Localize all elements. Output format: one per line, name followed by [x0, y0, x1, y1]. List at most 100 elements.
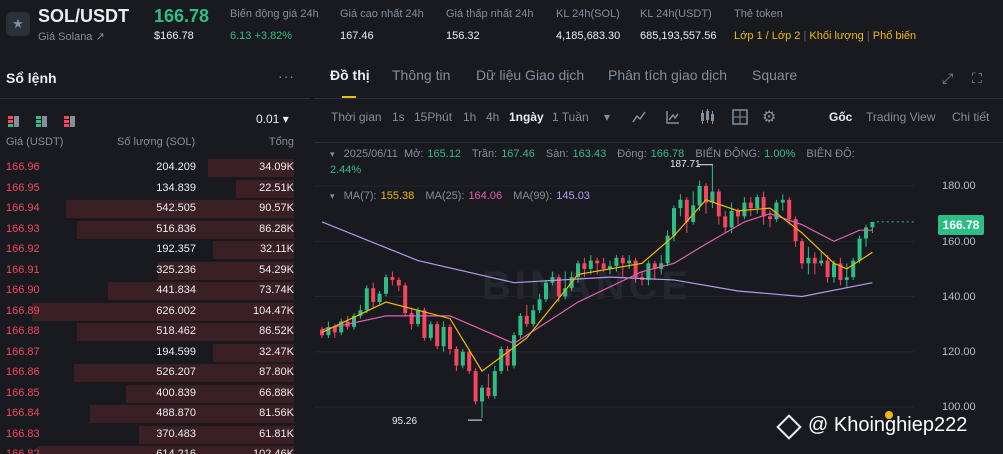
ask-row[interactable]: 166.86 526.207 87.80K — [0, 363, 310, 384]
candle-body — [473, 371, 478, 402]
ask-price: 166.90 — [6, 284, 40, 296]
low-marker-label: 95.26 — [392, 416, 418, 427]
ask-price: 166.94 — [6, 202, 40, 214]
depth-bar — [208, 159, 294, 177]
candle-body — [723, 216, 728, 228]
ask-total: 102.46K — [253, 448, 294, 454]
interval-1w[interactable]: 1 Tuần — [552, 110, 589, 124]
token-tags-label: Thẻ token — [734, 8, 783, 20]
collapse-chevron-icon[interactable]: ▾ — [330, 191, 335, 201]
ma-readout: ▾ MA(7): 155.38 MA(25): 164.06 MA(99): 145.… — [330, 190, 590, 202]
tab-chart[interactable]: Đồ thị — [330, 67, 370, 83]
ask-row[interactable]: 166.87 194.599 32.47K — [0, 343, 310, 364]
y-tick-100: 100.00 — [942, 401, 976, 413]
interval-1s[interactable]: 1s — [392, 110, 405, 124]
tick-size-select[interactable]: 0.01 ▾ — [256, 112, 289, 126]
ask-row[interactable]: 166.94 542.505 90.57K — [0, 199, 310, 220]
candle-body — [428, 324, 433, 338]
order-book-title: Sổ lệnh — [6, 70, 57, 86]
candle-type-icon[interactable] — [699, 109, 715, 125]
ask-row[interactable]: 166.90 441.834 73.74K — [0, 281, 310, 302]
more-options-icon[interactable]: ··· — [278, 68, 295, 84]
ask-qty: 325.236 — [156, 263, 196, 276]
candle-body — [620, 257, 625, 264]
ask-row[interactable]: 166.82 614.216 102.46K — [0, 445, 310, 454]
token-tags: Lớp 1 / Lớp 2 | Khối lượng | Phổ biến — [734, 30, 916, 42]
pair-title[interactable]: SOL/USDT — [38, 6, 130, 26]
settings-gear-icon[interactable]: ⚙ — [762, 109, 777, 126]
ask-row[interactable]: 166.88 518.462 86.52K — [0, 322, 310, 343]
view-tradingview[interactable]: Trading View — [866, 110, 936, 124]
high-24h-value: 167.46 — [340, 30, 374, 42]
token-tag-volume[interactable]: Khối lượng — [809, 30, 864, 42]
token-tag-layer[interactable]: Lớp 1 / Lớp 2 — [734, 30, 801, 42]
divider — [0, 98, 310, 99]
candle-body — [736, 210, 740, 217]
candle-body — [563, 288, 568, 297]
ask-row[interactable]: 166.84 488.870 81.56K — [0, 404, 310, 425]
ask-row[interactable]: 166.83 370.483 61.81K — [0, 425, 310, 446]
ask-row[interactable]: 166.96 204.209 34.09K — [0, 158, 310, 179]
layout-icon[interactable] — [732, 109, 748, 125]
depth-bar — [90, 405, 294, 423]
depth-bar — [158, 261, 294, 280]
more-intervals-icon[interactable]: ▾ — [604, 110, 611, 124]
view-depth[interactable]: Chi tiết — [952, 110, 990, 124]
interval-1d[interactable]: 1ngày — [509, 110, 544, 124]
candle-body — [512, 335, 516, 366]
tab-square[interactable]: Square — [752, 67, 798, 83]
book-view-both-icon[interactable] — [8, 116, 19, 127]
candle-body — [396, 279, 401, 286]
ask-row[interactable]: 166.85 400.839 66.88K — [0, 384, 310, 405]
pair-subtitle-link[interactable]: Giá Solana ↗ — [38, 31, 105, 43]
candle-body — [364, 288, 369, 311]
binance-watermark: BINANCE — [482, 264, 693, 308]
interval-4h[interactable]: 4h — [486, 110, 500, 124]
drawing-tools-icon[interactable] — [666, 110, 680, 124]
candle-body — [518, 315, 523, 336]
expand-icon[interactable]: ⤢ — [942, 70, 954, 86]
candle-body — [454, 348, 459, 366]
ask-qty: 370.483 — [156, 427, 196, 440]
ask-row[interactable]: 166.89 626.002 104.47K — [0, 302, 310, 323]
ask-price: 166.83 — [6, 427, 40, 440]
interval-15m[interactable]: 15Phút — [414, 110, 453, 124]
candlestick-chart[interactable] — [314, 143, 914, 454]
ask-total: 66.88K — [259, 386, 294, 399]
ask-total: 86.52K — [259, 325, 294, 337]
ask-total: 73.74K — [259, 284, 294, 296]
candle-body — [710, 191, 715, 203]
ask-total: 86.28K — [259, 222, 294, 235]
ask-qty: 192.357 — [156, 243, 196, 255]
ask-total: 22.51K — [259, 181, 294, 194]
book-view-bids-icon[interactable] — [36, 116, 47, 127]
ask-row[interactable]: 166.95 134.839 22.51K — [0, 179, 310, 200]
candle-body — [851, 260, 856, 278]
ask-row[interactable]: 166.92 192.357 32.11K — [0, 240, 310, 261]
tab-info[interactable]: Thông tin — [392, 67, 451, 83]
candle-body — [780, 199, 785, 203]
candle-body — [377, 293, 382, 303]
candle-body — [697, 186, 702, 206]
candle-body — [672, 208, 676, 236]
book-view-asks-icon[interactable] — [64, 116, 75, 127]
candle-body — [416, 310, 420, 325]
last-price-usd: $166.78 — [154, 30, 194, 42]
fullscreen-icon[interactable]: ⛶ — [972, 70, 982, 86]
col-total-header: Tổng — [268, 136, 294, 148]
favorite-star-icon[interactable]: ★ — [6, 12, 30, 36]
candle-body — [857, 238, 862, 261]
candle-body — [755, 197, 760, 209]
indicator-icon[interactable] — [632, 110, 646, 124]
interval-1h[interactable]: 1h — [463, 110, 477, 124]
collapse-chevron-icon[interactable]: ▾ — [330, 149, 335, 159]
token-tag-popular[interactable]: Phổ biến — [872, 30, 917, 42]
tab-trading-analysis[interactable]: Phân tích giao dịch — [608, 67, 728, 83]
divider — [314, 142, 1003, 143]
tab-trading-data[interactable]: Dữ liệu Giao dịch — [476, 67, 585, 83]
ask-row[interactable]: 166.93 516.836 86.28K — [0, 220, 310, 241]
ask-row[interactable]: 166.91 325.236 54.29K — [0, 261, 310, 282]
candle-body — [352, 315, 356, 327]
view-original[interactable]: Gốc — [829, 110, 853, 124]
candle-body — [627, 260, 632, 264]
